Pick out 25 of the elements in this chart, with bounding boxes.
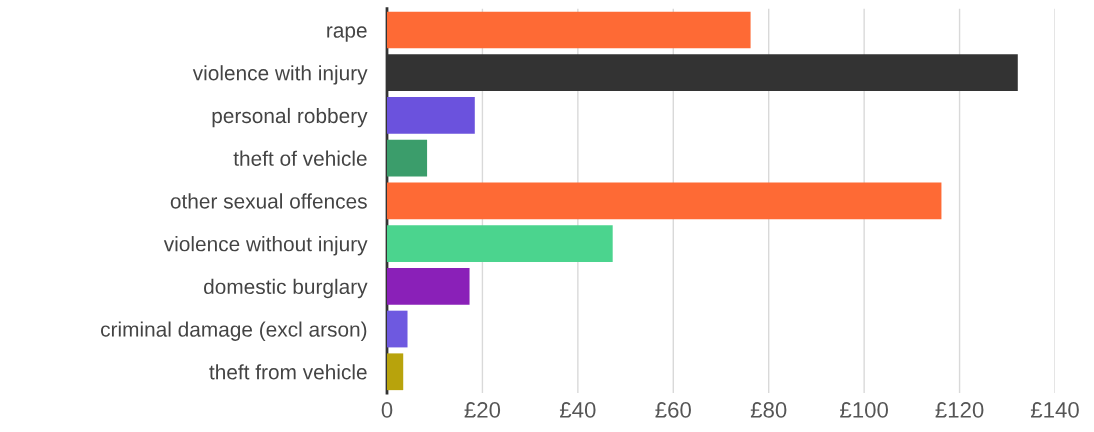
y-tick-label: personal robbery xyxy=(212,107,368,128)
y-tick-label: violence with injury xyxy=(192,65,368,85)
y-tick-label: criminal damage (excl arson) xyxy=(101,321,367,341)
y-tick-label: violence without injury xyxy=(163,236,368,256)
y-tick-label: rape xyxy=(327,26,367,42)
y-tick-label: other sexual offences xyxy=(170,193,367,209)
x-tick-label: £140 xyxy=(1030,402,1079,418)
bar xyxy=(387,139,428,177)
x-tick-label: £80 xyxy=(750,402,787,418)
bar xyxy=(387,267,470,305)
y-tick-label: theft from vehicle xyxy=(209,364,367,380)
bar xyxy=(387,225,613,262)
x-tick-label: £60 xyxy=(655,402,691,418)
bar xyxy=(387,353,404,391)
x-tick-label: £100 xyxy=(840,402,888,418)
bar xyxy=(387,182,942,220)
y-tick-label: domestic burglary xyxy=(204,278,368,299)
bar xyxy=(387,310,408,348)
x-tick-label: £40 xyxy=(559,402,596,418)
y-tick-label: theft of vehicle xyxy=(233,150,367,166)
bar xyxy=(387,97,475,134)
bar xyxy=(387,11,751,49)
x-tick-label: £120 xyxy=(935,402,984,418)
x-tick-label: £20 xyxy=(464,402,501,418)
x-tick-label: 0 xyxy=(381,402,393,418)
